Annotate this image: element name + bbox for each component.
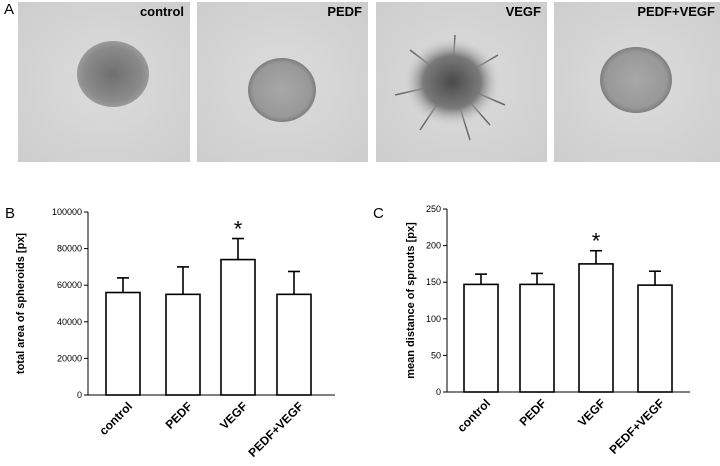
bar: [578, 263, 614, 393]
spheroid: [404, 38, 500, 126]
y-tick-label: 80000: [57, 244, 82, 254]
panel-letter: B: [5, 205, 15, 222]
panel-letter: C: [373, 205, 384, 222]
y-axis-label: total area of spheroids [px]: [15, 233, 27, 375]
x-tick-label: PEDF+VEGF: [607, 396, 668, 457]
bar: [637, 284, 673, 393]
x-tick-label: VEGF: [217, 399, 250, 432]
panel-letter: A: [4, 1, 14, 18]
spheroid: [77, 41, 149, 107]
bar: [276, 293, 312, 396]
y-tick-label: 50: [431, 350, 441, 360]
y-tick-label: 60000: [57, 280, 82, 290]
photo-label: PEDF: [327, 4, 362, 19]
bar: [463, 283, 499, 393]
y-tick-label: 0: [436, 387, 441, 397]
y-tick-label: 250: [426, 204, 441, 214]
photo-row: A control PEDF VEGF PEDF+VEGF: [4, 1, 720, 162]
photo-label: VEGF: [506, 4, 541, 19]
spheroid: [248, 58, 316, 122]
y-tick-label: 40000: [57, 317, 82, 327]
y-axis-label: mean distance of sprouts [px]: [405, 222, 417, 379]
y-tick-label: 0: [77, 390, 82, 400]
photo-label: PEDF+VEGF: [637, 4, 715, 19]
x-tick-label: control: [454, 396, 493, 435]
x-tick-label: VEGF: [575, 396, 608, 429]
bar: [105, 291, 141, 396]
annotation: *: [234, 217, 243, 242]
x-tick-label: control: [96, 399, 135, 438]
bar: [165, 293, 201, 396]
x-tick-label: PEDF: [517, 396, 550, 429]
y-tick-label: 20000: [57, 353, 82, 363]
photo-label: control: [140, 4, 184, 19]
x-tick-label: PEDF+VEGF: [246, 399, 307, 460]
spheroid: [600, 47, 672, 113]
bar: [519, 283, 555, 393]
x-tick-label: PEDF: [163, 399, 196, 432]
y-tick-label: 150: [426, 277, 441, 287]
y-tick-label: 100000: [52, 207, 82, 217]
annotation: *: [592, 229, 601, 254]
y-tick-label: 100: [426, 314, 441, 324]
y-tick-label: 200: [426, 241, 441, 251]
bar: [220, 258, 256, 396]
